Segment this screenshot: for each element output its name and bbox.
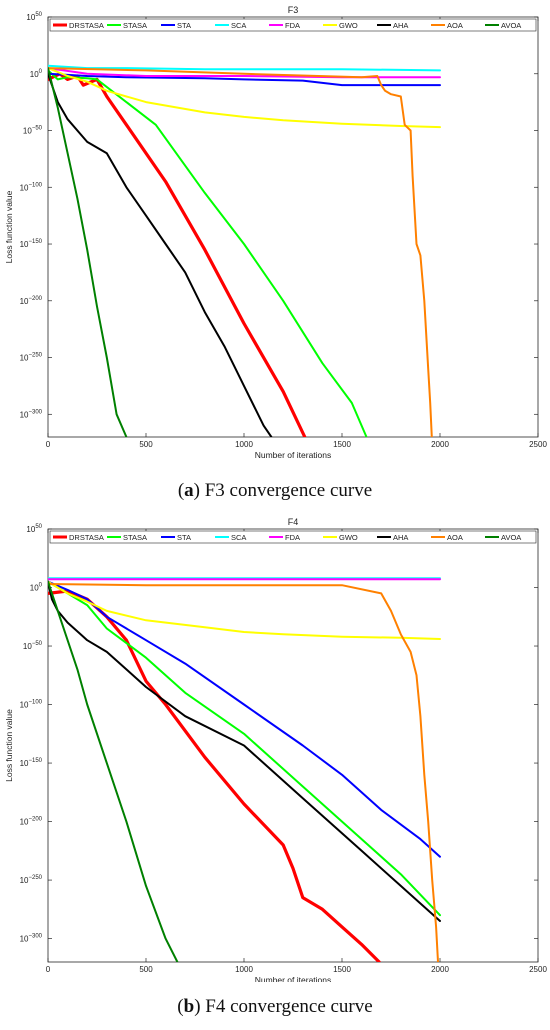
series-line-aoa [48,67,433,437]
x-axis-label: Number of iterations [255,975,332,982]
y-tick-label: 10−150 [20,239,43,249]
legend-label-stasa: STASA [123,533,147,542]
series-group [48,577,441,962]
legend-label-drstasa: DRSTASA [69,533,104,542]
y-tick-label: 10−200 [20,817,43,827]
x-tick-label: 500 [139,965,153,974]
y-tick-label: 10−150 [20,758,43,768]
chart-title: F3 [288,5,299,15]
y-tick-label: 10−250 [20,353,43,363]
y-tick-label: 10−200 [20,296,43,306]
y-tick-label: 10−300 [20,934,43,944]
x-tick-label: 2500 [529,965,547,974]
y-tick-label: 10−50 [23,126,43,136]
caption-f4-text: F4 convergence curve [200,996,373,1017]
legend-label-aha: AHA [393,21,408,30]
x-tick-label: 1000 [235,965,253,974]
legend-label-avoa: AVOA [501,21,521,30]
legend-box [49,18,537,32]
caption-f4: (b) F4 convergence curve [177,996,373,1017]
y-tick-label: 10−250 [20,875,43,885]
x-tick-label: 500 [139,440,153,449]
chart-title: F4 [288,517,299,527]
y-axis-label: Loss function value [4,190,14,263]
plot-area [47,16,539,438]
caption-f4-letter: b [183,996,195,1017]
chart-f3: F3 0 500 1000 1500 2000 2500 1050 100 10−50 10−100… [0,0,550,470]
series-line-aha [48,72,273,437]
legend-label-stasa: STASA [123,21,147,30]
legend-label-sta: STA [177,533,191,542]
series-line-sta [48,72,441,87]
series-line-drstasa [48,72,307,437]
caption-f3-letter: a [184,480,194,501]
x-tick-label: 2500 [529,440,547,449]
legend-label-sca: SCA [231,533,246,542]
legend-label-sca: SCA [231,21,246,30]
x-axis-label: Number of iterations [255,450,332,460]
series-line-gwo [48,67,441,129]
y-axis-label: Loss function value [4,709,14,782]
legend-label-sta: STA [177,21,191,30]
y-tick-label: 10−50 [23,641,43,651]
series-line-gwo [48,580,441,640]
chart-f4: F4 0 500 1000 1500 2000 2500 1050 100 10−50 10−100… [0,512,550,982]
y-tick-label: 100 [30,583,43,593]
legend-label-aha: AHA [393,533,408,542]
series-line-stasa [48,69,368,437]
legend-label-aoa: AOA [447,533,463,542]
legend-label-fda: FDA [285,21,300,30]
series-line-stasa [48,580,441,917]
x-tick-label: 0 [46,965,51,974]
series-group [48,64,441,437]
x-tick-label: 2000 [431,440,449,449]
x-tick-label: 2000 [431,965,449,974]
chart-svg-1: F4 0 500 1000 1500 2000 2500 1050 100 10−50 10−100… [4,517,547,982]
legend-label-fda: FDA [285,533,300,542]
y-tick-label: 1050 [26,12,42,22]
series-line-aoa [48,583,439,962]
legend-label-drstasa: DRSTASA [69,21,104,30]
y-tick-label: 10−100 [20,182,43,192]
y-tick-label: 10−300 [20,409,43,419]
y-tick-label: 10−100 [20,700,43,710]
legend-box [49,530,537,544]
x-tick-label: 1000 [235,440,253,449]
caption-f3-text: F3 convergence curve [199,480,373,501]
legend-label-aoa: AOA [447,21,463,30]
legend-label-avoa: AVOA [501,533,521,542]
plot-area [47,528,539,963]
series-line-avoa [48,580,179,962]
y-tick-label: 100 [30,69,43,79]
series-line-avoa [48,67,128,437]
chart-svg-0: F3 0 500 1000 1500 2000 2500 1050 100 10−50 10−100… [4,5,547,460]
legend-label-gwo: GWO [339,21,358,30]
x-tick-label: 1500 [333,965,351,974]
x-tick-label: 0 [46,440,51,449]
caption-f3: (a) F3 convergence curve [177,480,373,501]
y-tick-label: 1050 [26,524,42,534]
series-line-sta [48,580,441,858]
legend-label-gwo: GWO [339,533,358,542]
x-tick-label: 1500 [333,440,351,449]
